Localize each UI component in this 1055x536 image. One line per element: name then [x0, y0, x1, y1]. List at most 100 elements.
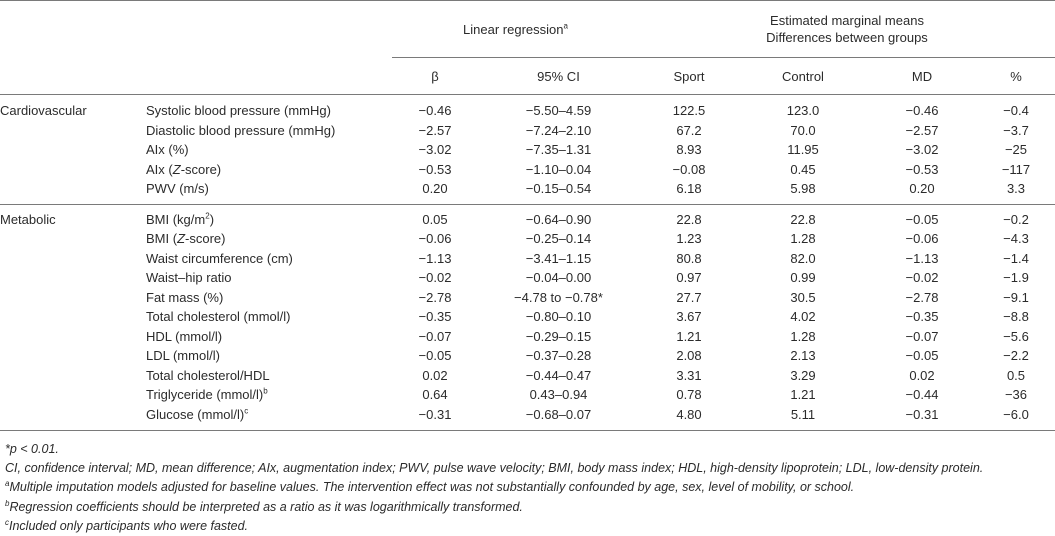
cell-sport: 8.93: [676, 142, 702, 157]
variable-name: Waist circumference (cm): [146, 250, 293, 266]
cell-md: −0.07: [905, 328, 939, 344]
cell-sport: 3.31: [676, 367, 702, 383]
variable-name: AIx (%): [146, 142, 189, 157]
cell-beta: −1.13: [418, 250, 452, 266]
group-label-empty: [0, 249, 146, 269]
cell-control: 5.98: [790, 181, 816, 196]
cell-pct: 0.5: [1006, 367, 1026, 383]
table-row: Total cholesterol/HDL 0.02 −0.44–0.47 3.31 3…: [0, 366, 1055, 386]
table-row: Waist circumference (cm) −1.13 −3.41–1.15 8…: [0, 249, 1055, 269]
cell-ci: −0.15–0.54: [525, 181, 592, 196]
cell-ci: −0.64–0.90: [525, 211, 592, 227]
cell-ci: −0.37–0.28: [525, 348, 592, 363]
cell-ci: −5.50–4.59: [525, 103, 592, 118]
table-row: Cardiovascular Systolic blood pressure (m…: [0, 101, 1055, 121]
table-row: Diastolic blood pressure (mmHg) −2.57 −7.2…: [0, 121, 1055, 141]
variable-name: Fat mass (%): [146, 289, 224, 305]
footnote-b: bRegression coefficients should be inter…: [5, 498, 523, 514]
cell-beta: 0.64: [422, 387, 448, 402]
cardiovascular-group: Cardiovascular Systolic blood pressure (m…: [0, 101, 1055, 199]
cell-pct: −0.4: [1003, 103, 1029, 118]
cell-pct: −117: [1001, 161, 1031, 177]
cell-control: 82.0: [790, 250, 816, 266]
cell-pct: −36: [1004, 387, 1028, 402]
cell-ci: −3.41–1.15: [525, 250, 592, 266]
col-pct: %: [1010, 68, 1022, 84]
cell-md: −2.57: [905, 122, 939, 138]
cell-md: −0.35: [905, 309, 939, 324]
variable-name: Diastolic blood pressure (mmHg): [146, 122, 336, 138]
group-label-empty: [0, 229, 146, 249]
footnote-a: aMultiple imputation models adjusted for…: [5, 479, 855, 495]
cell-beta: 0.02: [422, 367, 448, 383]
variable-name: HDL (mmol/l): [146, 328, 223, 344]
cell-sport: 27.7: [676, 289, 702, 305]
cell-sport: 1.23: [676, 231, 702, 246]
cell-md: −0.05: [905, 348, 939, 363]
footnotes: *p < 0.01. CI, confidence interval; MD, …: [5, 440, 983, 536]
cell-md: 0.02: [909, 367, 935, 383]
variable-name: BMI (Z-score): [146, 231, 226, 246]
cell-md: −0.44: [905, 387, 939, 402]
cell-pct: −3.7: [1003, 122, 1029, 138]
table-row: BMI (Z-score) −0.06 −0.25–0.14 1.23 1.28 −0.0…: [0, 229, 1055, 249]
cell-pct: 3.3: [1006, 181, 1026, 196]
cell-md: −0.02: [905, 270, 939, 285]
cell-ci: −1.10–0.04: [525, 161, 592, 177]
cell-sport: 122.5: [672, 103, 706, 118]
footnote-c: cIncluded only participants who were fas…: [5, 517, 249, 533]
group-label-empty: [0, 327, 146, 347]
cell-sport: 4.80: [676, 406, 702, 422]
cell-control: 5.11: [790, 406, 816, 422]
cell-ci: −0.04–0.00: [525, 270, 592, 285]
cell-beta: −3.02: [418, 142, 452, 157]
col-ci: 95% CI: [537, 68, 580, 84]
cell-sport: 1.21: [676, 328, 702, 344]
cell-pct: −25: [1004, 142, 1028, 157]
cell-beta: 0.05: [422, 211, 448, 227]
group-label-empty: [0, 307, 146, 327]
cell-pct: −1.4: [1003, 250, 1029, 266]
cell-beta: −0.53: [418, 161, 452, 177]
cell-beta: −2.57: [418, 122, 452, 138]
cell-control: 0.99: [790, 270, 816, 285]
cell-sport: −0.08: [672, 161, 706, 177]
cell-sport: 67.2: [676, 122, 702, 138]
cell-pct: −6.0: [1003, 406, 1029, 422]
emm-header: Estimated marginal means Differences betw…: [639, 1, 1055, 58]
cell-beta: −2.78: [418, 289, 452, 305]
table-row: AIx (%) −3.02 −7.35–1.31 8.93 11.95 −3.02 −25: [0, 140, 1055, 160]
group-label-empty: [0, 179, 146, 199]
variable-name: Systolic blood pressure (mmHg): [146, 103, 331, 118]
group-label-empty: [0, 288, 146, 308]
cell-sport: 2.08: [676, 348, 702, 363]
group-label-empty: [0, 140, 146, 160]
table-row: PWV (m/s) 0.20 −0.15–0.54 6.18 5.98 0.20 3.3: [0, 179, 1055, 199]
variable-name: PWV (m/s): [146, 181, 209, 196]
cell-md: −0.06: [905, 231, 939, 246]
cell-md: −0.31: [905, 406, 939, 422]
table-row: Metabolic BMI (kg/m2) 0.05 −0.64–0.90 22.8 22…: [0, 210, 1055, 230]
cell-ci: −7.35–1.31: [525, 142, 592, 157]
cell-pct: −4.3: [1003, 231, 1029, 246]
cell-md: 0.20: [909, 181, 935, 196]
cell-control: 22.8: [790, 211, 816, 227]
cell-beta: −0.02: [418, 270, 452, 285]
cell-beta: −0.05: [418, 348, 452, 363]
table-row: LDL (mmol/l) −0.05 −0.37–0.28 2.08 2.13 −0.05…: [0, 346, 1055, 366]
group-label-empty: [0, 385, 146, 405]
cell-control: 30.5: [790, 289, 816, 305]
cell-md: −1.13: [905, 250, 939, 266]
metabolic-group: Metabolic BMI (kg/m2) 0.05 −0.64–0.90 22.8 22…: [0, 210, 1055, 425]
cell-control: 1.28: [790, 231, 816, 246]
cell-beta: −0.07: [418, 328, 452, 344]
cell-beta: −0.31: [418, 406, 452, 422]
cell-sport: 3.67: [676, 309, 702, 324]
col-beta: β: [431, 68, 439, 84]
results-table: Linear regressiona Estimated marginal me…: [0, 0, 1055, 431]
header-row-1: Linear regressiona Estimated marginal me…: [0, 1, 1055, 58]
cell-ci: −4.78 to −0.78*: [514, 289, 603, 305]
footnote-abbreviations: CI, confidence interval; MD, mean differ…: [5, 461, 984, 476]
cell-sport: 22.8: [676, 211, 702, 227]
cell-beta: −0.46: [418, 103, 452, 118]
